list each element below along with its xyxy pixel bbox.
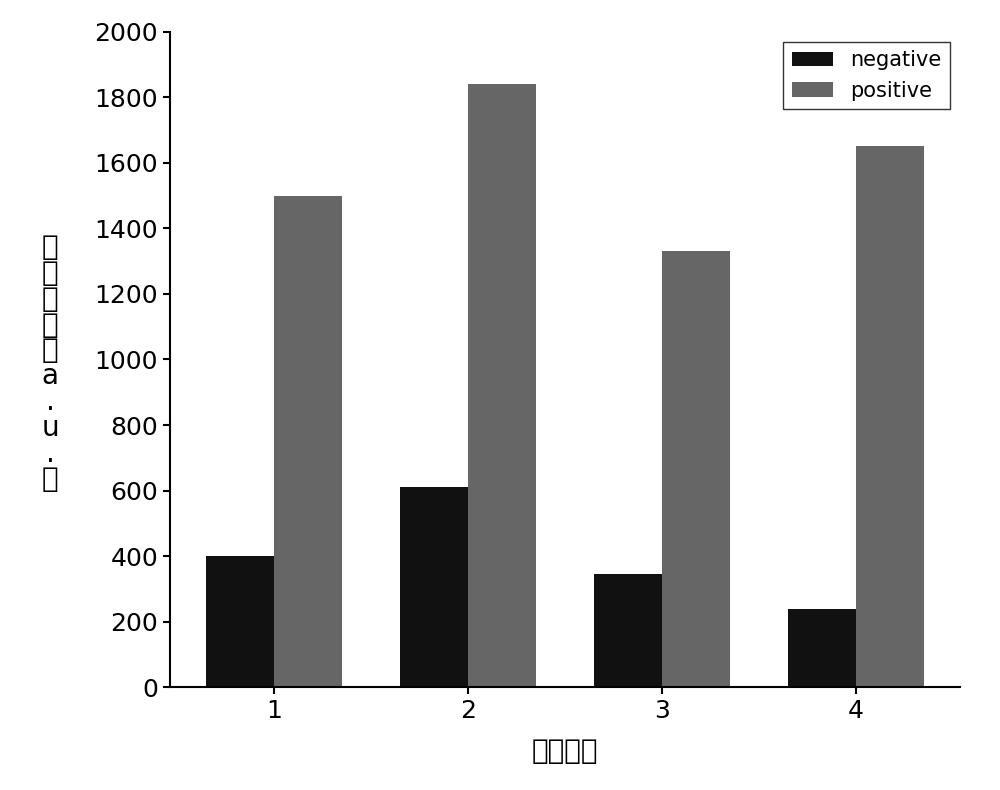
- Bar: [400, 487, 468, 687]
- Bar: [856, 146, 924, 687]
- Text: 荧
光
强
度
（
a
.
u
.
）: 荧 光 强 度 （ a . u . ）: [41, 233, 59, 494]
- Legend: negative, positive: negative, positive: [783, 42, 950, 109]
- Bar: [468, 84, 536, 687]
- Bar: [274, 195, 342, 687]
- Bar: [594, 574, 662, 687]
- X-axis label: 序列设计: 序列设计: [532, 737, 598, 765]
- Bar: [788, 608, 856, 687]
- Bar: [662, 251, 730, 687]
- Bar: [206, 556, 274, 687]
